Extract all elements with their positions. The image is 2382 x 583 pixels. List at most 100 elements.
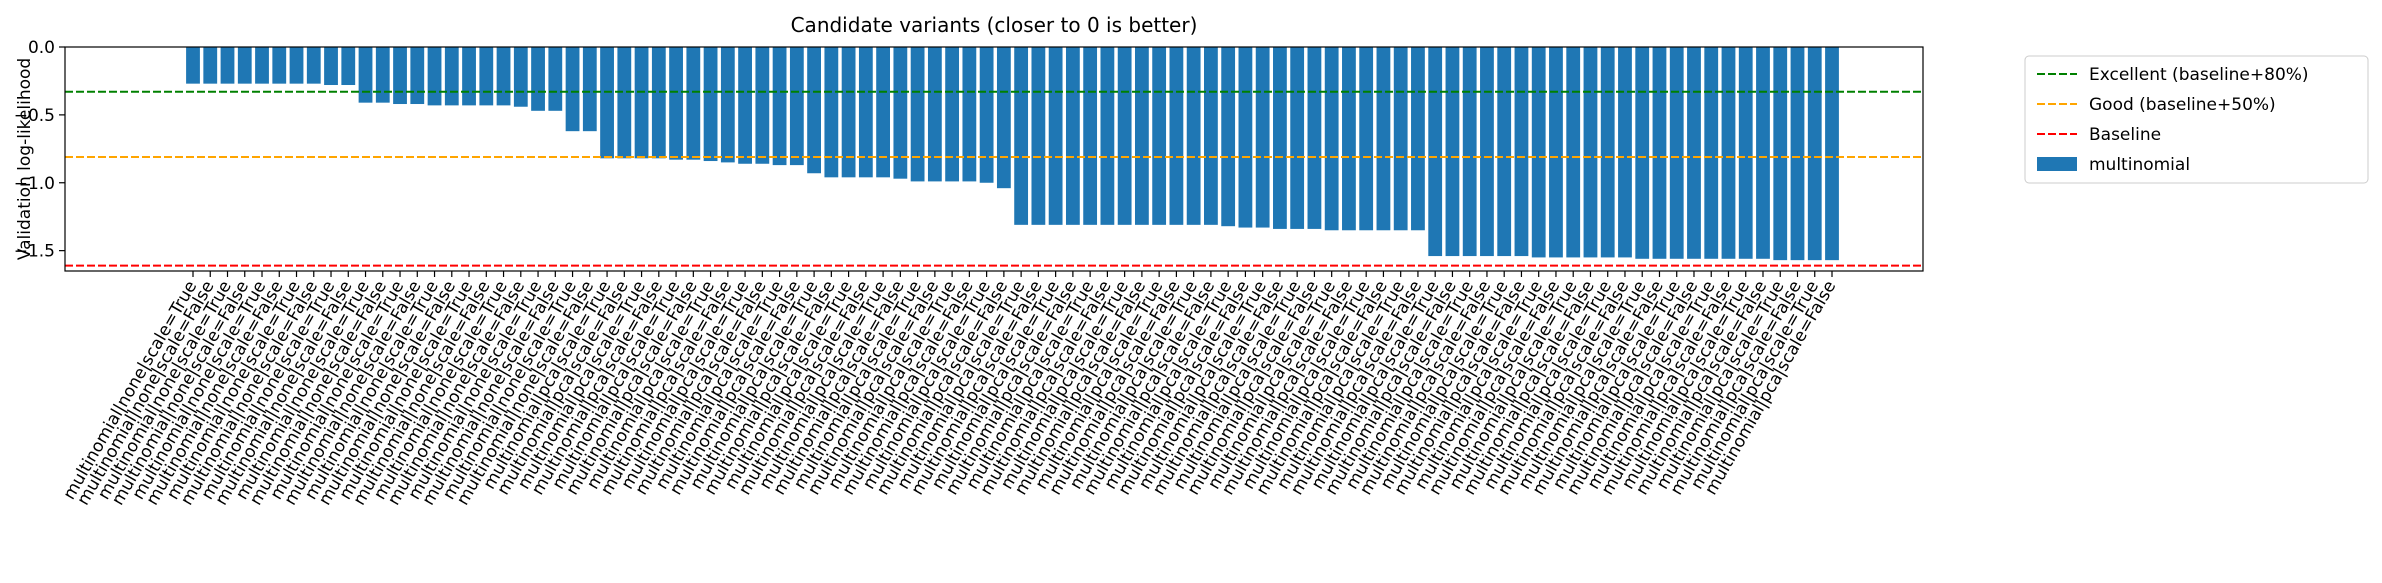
bar (841, 47, 856, 178)
bar (1704, 47, 1719, 259)
bar (720, 47, 735, 163)
bar (858, 47, 873, 178)
bar (945, 47, 960, 182)
bar (1652, 47, 1667, 259)
bar (1773, 47, 1788, 261)
bar (1290, 47, 1305, 229)
bar (203, 47, 218, 84)
bar (582, 47, 597, 132)
bar (893, 47, 908, 179)
y-axis-label: Validation log-likelihood (15, 58, 35, 260)
bar (1738, 47, 1753, 259)
bar (1376, 47, 1391, 231)
bar (1238, 47, 1253, 228)
bar (1790, 47, 1805, 261)
bar (427, 47, 442, 106)
bar (220, 47, 235, 84)
bar (651, 47, 666, 159)
bar (1514, 47, 1529, 257)
bar (1359, 47, 1374, 231)
bar (1273, 47, 1287, 229)
bar (755, 47, 770, 164)
bar (1411, 47, 1425, 231)
bar (910, 47, 925, 182)
bar (462, 47, 476, 106)
legend-label: Excellent (baseline+80%) (2089, 65, 2309, 85)
bar (1635, 47, 1650, 259)
bar (1117, 47, 1132, 225)
bar (669, 47, 683, 160)
bar (358, 47, 373, 103)
bar (324, 47, 338, 86)
bar (1100, 47, 1115, 225)
bar (1462, 47, 1477, 257)
bar (444, 47, 459, 106)
bar (1445, 47, 1460, 257)
bar (979, 47, 994, 183)
bar (772, 47, 787, 166)
bar (1669, 47, 1684, 259)
chart-title: Candidate variants (closer to 0 is bette… (791, 13, 1198, 37)
bar (479, 47, 494, 106)
bar (565, 47, 580, 132)
bar (1048, 47, 1063, 225)
bar (1583, 47, 1598, 258)
bar (686, 47, 701, 160)
bar (548, 47, 563, 111)
bar (341, 47, 356, 86)
bar (1307, 47, 1322, 229)
bar (1169, 47, 1184, 225)
bar (1134, 47, 1149, 225)
bar (1480, 47, 1494, 257)
bar (289, 47, 304, 84)
bar (375, 47, 390, 103)
bar (1324, 47, 1339, 231)
y-tick-label: −1.5 (14, 242, 55, 262)
bar (1204, 47, 1218, 225)
legend-box (2024, 55, 2369, 184)
bar (1065, 47, 1080, 225)
bar (531, 47, 545, 111)
y-tick-label: 0.0 (28, 38, 55, 58)
legend-label: Good (baseline+50%) (2089, 95, 2276, 115)
bar (1014, 47, 1029, 225)
bar (996, 47, 1011, 189)
bar (876, 47, 891, 178)
bar (1031, 47, 1046, 225)
bar (1600, 47, 1615, 258)
bar (1531, 47, 1546, 258)
bar (1549, 47, 1563, 258)
bar (306, 47, 321, 84)
bar (410, 47, 425, 105)
bar (186, 47, 200, 84)
bar (634, 47, 649, 159)
bar (738, 47, 752, 164)
bar (1186, 47, 1201, 225)
bar (1152, 47, 1167, 225)
bar (255, 47, 269, 84)
bar (617, 47, 632, 159)
bar (1083, 47, 1098, 225)
bar (962, 47, 977, 182)
bar (824, 47, 839, 178)
bar (513, 47, 528, 107)
bar (1721, 47, 1736, 259)
bar (1825, 47, 1839, 261)
bar (272, 47, 287, 84)
bar (1255, 47, 1270, 228)
bar (927, 47, 942, 182)
bar (1497, 47, 1512, 257)
bar (1756, 47, 1770, 259)
bar (1221, 47, 1236, 227)
bar (600, 47, 614, 159)
legend-label: multinomial (2089, 155, 2190, 175)
bar (789, 47, 804, 166)
y-tick-label: −1.0 (14, 174, 55, 194)
plot-frame (64, 46, 1924, 272)
bar (496, 47, 511, 106)
bar (807, 47, 821, 174)
bar (1618, 47, 1632, 258)
bar (237, 47, 252, 84)
legend-swatch (2037, 157, 2077, 171)
